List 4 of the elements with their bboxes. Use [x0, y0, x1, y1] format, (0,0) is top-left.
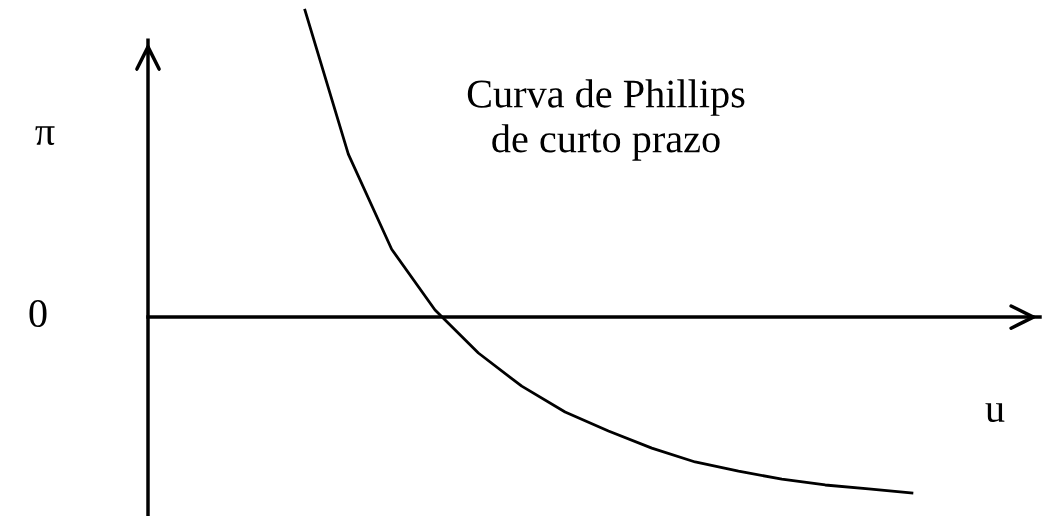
- x-axis-title: u: [985, 403, 1005, 423]
- annotation: Curva de Phillips de curto prazo: [467, 79, 745, 161]
- text: π: [35, 126, 55, 146]
- text: 0: [29, 299, 47, 328]
